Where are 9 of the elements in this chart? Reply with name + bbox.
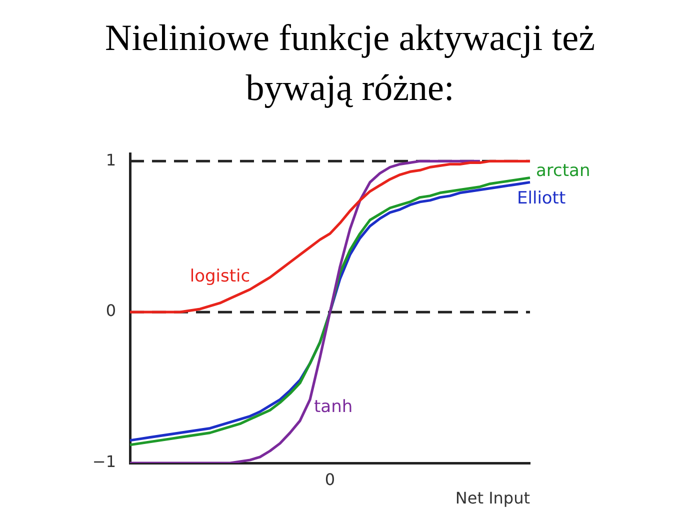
y-tick-label: 1 xyxy=(106,150,116,170)
y-tick-label: 0 xyxy=(106,301,116,320)
series-label: Elliott xyxy=(517,188,566,209)
series-label: logistic xyxy=(190,266,250,286)
y-tick-label: −1 xyxy=(92,452,116,472)
x-axis-title: Net Input xyxy=(455,488,530,508)
series-label: tanh xyxy=(314,397,353,418)
chart-title: Nieliniowe funkcje aktywacji też bywają różne: xyxy=(104,17,596,111)
series-label: arctan xyxy=(536,161,590,182)
